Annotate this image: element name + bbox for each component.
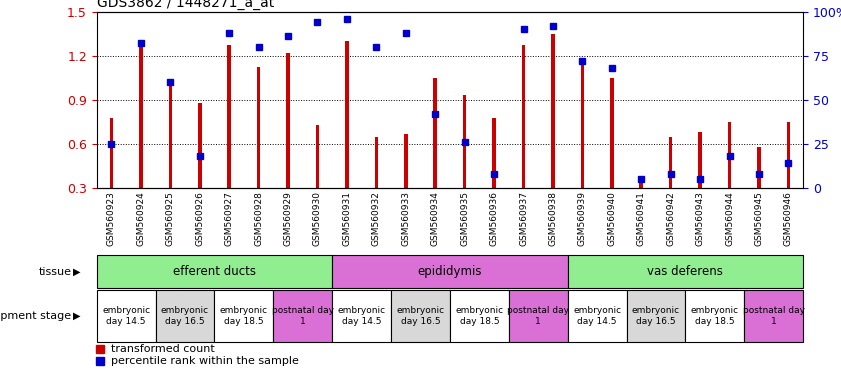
Bar	[391, 290, 450, 342]
Text: efferent ducts: efferent ducts	[173, 265, 256, 278]
Text: embryonic
day 16.5: embryonic day 16.5	[396, 306, 445, 326]
Bar	[257, 68, 261, 188]
Text: postnatal day
1: postnatal day 1	[507, 306, 569, 326]
Bar	[273, 290, 332, 342]
Text: transformed count: transformed count	[111, 344, 214, 354]
Bar	[627, 290, 685, 342]
Bar	[580, 59, 584, 188]
Text: postnatal day
1: postnatal day 1	[272, 306, 334, 326]
Bar	[450, 290, 509, 342]
Bar	[521, 45, 526, 188]
Bar	[492, 118, 496, 188]
Text: percentile rank within the sample: percentile rank within the sample	[111, 356, 299, 366]
Bar	[551, 33, 555, 188]
Bar	[286, 53, 290, 188]
Bar	[198, 103, 202, 188]
Bar	[345, 41, 349, 188]
Bar	[744, 290, 803, 342]
Bar	[669, 137, 673, 188]
Text: epididymis: epididymis	[418, 265, 482, 278]
Bar	[139, 45, 143, 188]
Bar	[214, 290, 273, 342]
Text: GDS3862 / 1448271_a_at: GDS3862 / 1448271_a_at	[97, 0, 274, 10]
Bar	[332, 255, 568, 288]
Bar	[168, 85, 172, 188]
Bar	[757, 147, 761, 188]
Bar	[610, 78, 614, 188]
Text: embryonic
day 14.5: embryonic day 14.5	[102, 306, 151, 326]
Text: postnatal day
1: postnatal day 1	[743, 306, 805, 326]
Bar	[156, 290, 214, 342]
Text: embryonic
day 18.5: embryonic day 18.5	[220, 306, 268, 326]
Bar	[109, 118, 114, 188]
Bar	[315, 125, 320, 188]
Bar	[685, 290, 744, 342]
Bar	[727, 122, 732, 188]
Text: embryonic
day 14.5: embryonic day 14.5	[573, 306, 621, 326]
Text: development stage: development stage	[0, 311, 71, 321]
Bar	[698, 132, 702, 188]
Bar	[227, 45, 231, 188]
Bar	[332, 290, 391, 342]
Bar	[463, 95, 467, 188]
Text: tissue: tissue	[39, 266, 71, 277]
Bar	[568, 290, 627, 342]
Bar	[404, 134, 408, 188]
Bar	[433, 78, 437, 188]
Text: embryonic
day 14.5: embryonic day 14.5	[337, 306, 386, 326]
Text: embryonic
day 16.5: embryonic day 16.5	[632, 306, 680, 326]
Bar	[97, 290, 156, 342]
Text: embryonic
day 18.5: embryonic day 18.5	[690, 306, 739, 326]
Text: ▶: ▶	[73, 311, 81, 321]
Bar	[639, 181, 643, 188]
Text: ▶: ▶	[73, 266, 81, 277]
Bar	[374, 137, 378, 188]
Bar	[509, 290, 568, 342]
Text: vas deferens: vas deferens	[648, 265, 723, 278]
Text: embryonic
day 18.5: embryonic day 18.5	[455, 306, 504, 326]
Bar	[568, 255, 803, 288]
Bar	[786, 122, 791, 188]
Bar	[97, 255, 332, 288]
Text: embryonic
day 16.5: embryonic day 16.5	[161, 306, 209, 326]
